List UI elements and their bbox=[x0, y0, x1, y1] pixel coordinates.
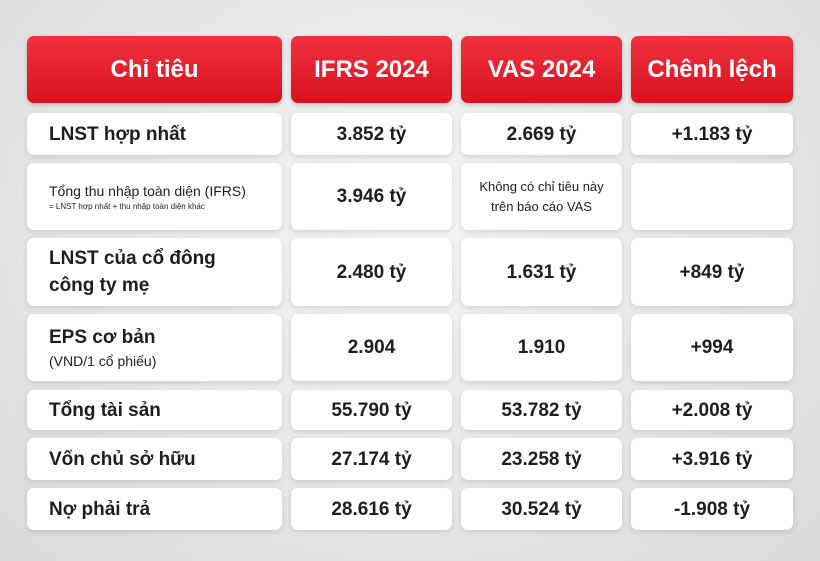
row-label: EPS cơ bản bbox=[49, 327, 156, 348]
ifrs-value: 55.790 tỷ bbox=[331, 399, 412, 421]
row-label: Tổng tài sản bbox=[49, 399, 161, 421]
ifrs-cell: 55.790 tỷ bbox=[291, 390, 452, 430]
row-label: công ty mẹ bbox=[49, 275, 150, 296]
vas-cell: 2.669 tỷ bbox=[461, 113, 622, 155]
diff-value: -1.908 tỷ bbox=[673, 498, 751, 520]
ifrs-value: 28.616 tỷ bbox=[331, 498, 412, 520]
diff-value: +2.008 tỷ bbox=[671, 399, 753, 421]
header-text: Chênh lệch bbox=[647, 56, 777, 83]
ifrs-cell: 28.616 tỷ bbox=[291, 488, 452, 530]
vas-value: 23.258 tỷ bbox=[501, 448, 582, 470]
vas-value: trên báo cáo VAS bbox=[491, 198, 592, 214]
header-cell: IFRS 2024 bbox=[291, 36, 452, 103]
vas-value: Không có chỉ tiêu này bbox=[479, 178, 604, 194]
header-cell: VAS 2024 bbox=[461, 36, 622, 103]
header-cell: Chỉ tiêu bbox=[27, 36, 282, 103]
ifrs-value: 3.946 tỷ bbox=[336, 186, 407, 207]
row-label: LNST hợp nhất bbox=[49, 123, 186, 145]
vas-cell: 1.910 bbox=[461, 314, 622, 381]
row-label: Nợ phải trả bbox=[49, 498, 151, 520]
ifrs-cell: 3.946 tỷ bbox=[291, 163, 452, 230]
vas-value: 30.524 tỷ bbox=[501, 498, 582, 520]
diff-cell bbox=[631, 163, 793, 230]
vas-value: 1.631 tỷ bbox=[506, 261, 577, 283]
header-cell: Chênh lệch bbox=[631, 36, 793, 103]
vas-cell: 23.258 tỷ bbox=[461, 438, 622, 480]
row-note: = LNST hợp nhất + thu nhập toàn diện khá… bbox=[49, 202, 205, 211]
row-label-cell: Tổng tài sản bbox=[27, 390, 282, 430]
diff-value: +3.916 tỷ bbox=[671, 448, 753, 470]
vas-cell: 53.782 tỷ bbox=[461, 390, 622, 430]
vas-value: 2.669 tỷ bbox=[506, 123, 577, 145]
diff-cell: +1.183 tỷ bbox=[631, 113, 793, 155]
vas-value: 1.910 bbox=[517, 337, 566, 358]
ifrs-value: 2.904 bbox=[347, 337, 396, 358]
diff-value: +994 bbox=[690, 337, 734, 358]
row-label-cell: LNST của cổ đông công ty mẹ bbox=[27, 238, 282, 306]
row-label: Vốn chủ sở hữu bbox=[49, 448, 196, 470]
diff-cell: +3.916 tỷ bbox=[631, 438, 793, 480]
vas-cell: 1.631 tỷ bbox=[461, 238, 622, 306]
ifrs-value: 27.174 tỷ bbox=[331, 448, 412, 470]
row-label-cell: Vốn chủ sở hữu bbox=[27, 438, 282, 480]
row-label-cell: Tổng thu nhập toàn diện (IFRS) = LNST hợp… bbox=[27, 163, 282, 230]
ifrs-cell: 27.174 tỷ bbox=[291, 438, 452, 480]
row-label-cell: EPS cơ bản (VND/1 cổ phiếu) bbox=[27, 314, 282, 381]
ifrs-value: 2.480 tỷ bbox=[336, 261, 407, 283]
ifrs-cell: 3.852 tỷ bbox=[291, 113, 452, 155]
vas-value: 53.782 tỷ bbox=[501, 399, 582, 421]
ifrs-value: 3.852 tỷ bbox=[336, 123, 407, 145]
row-label: LNST của cổ đông bbox=[49, 248, 216, 269]
diff-cell: +849 tỷ bbox=[631, 238, 793, 306]
ifrs-cell: 2.480 tỷ bbox=[291, 238, 452, 306]
header-text: Chỉ tiêu bbox=[110, 56, 199, 83]
vas-cell: Không có chỉ tiêu này trên báo cáo VAS bbox=[461, 163, 622, 230]
diff-cell: +994 bbox=[631, 314, 793, 381]
row-note: (VND/1 cổ phiếu) bbox=[49, 353, 157, 369]
ifrs-cell: 2.904 bbox=[291, 314, 452, 381]
diff-cell: -1.908 tỷ bbox=[631, 488, 793, 530]
diff-value: +1.183 tỷ bbox=[671, 123, 753, 145]
header-text: VAS 2024 bbox=[487, 56, 596, 83]
row-label-cell: LNST hợp nhất bbox=[27, 113, 282, 155]
row-label: Tổng thu nhập toàn diện (IFRS) bbox=[49, 183, 246, 199]
header-text: IFRS 2024 bbox=[314, 56, 429, 83]
vas-cell: 30.524 tỷ bbox=[461, 488, 622, 530]
diff-value: +849 tỷ bbox=[679, 261, 745, 283]
row-label-cell: Nợ phải trả bbox=[27, 488, 282, 530]
diff-cell: +2.008 tỷ bbox=[631, 390, 793, 430]
